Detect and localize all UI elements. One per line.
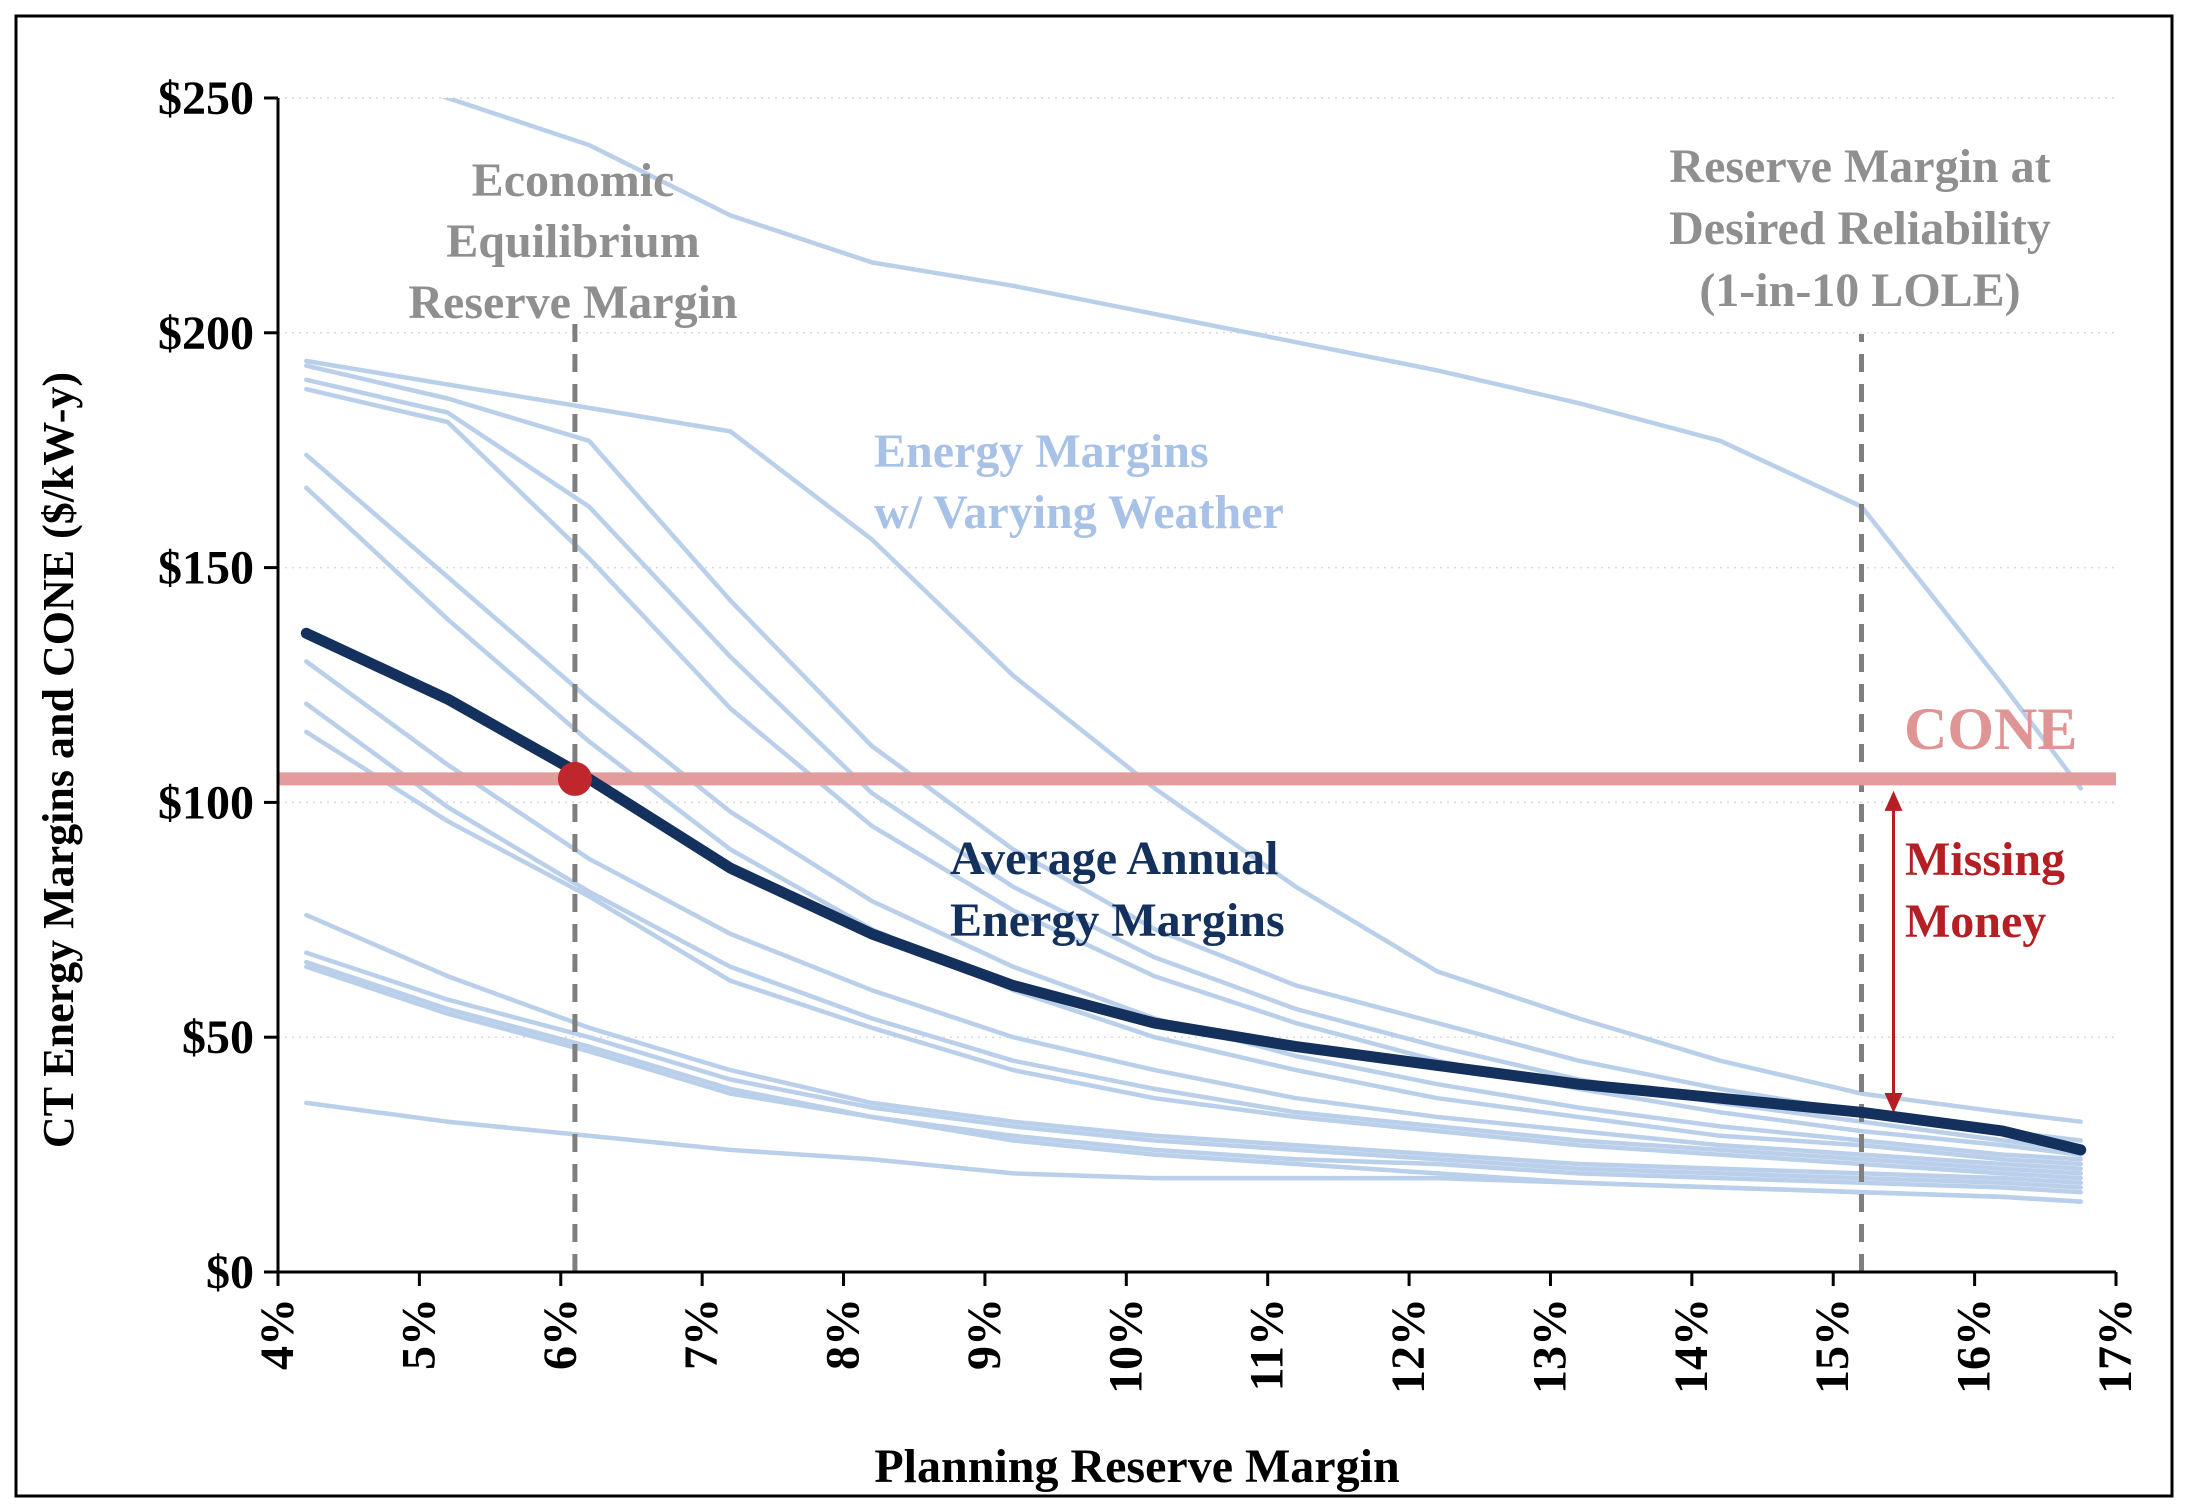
weather-series-line-1: [440, 98, 2083, 791]
missing-money-label-line-2: Money: [1905, 895, 2046, 948]
equilibrium-label-line-1: Economic: [472, 154, 675, 207]
average-label-line-2: Energy Margins: [950, 894, 1285, 947]
weather-series-line-15: [304, 1100, 2083, 1204]
equilibrium-point: [557, 761, 592, 796]
x-tick-label-0: 4%: [251, 1298, 304, 1370]
reliability-label-line-3: (1-in-10 LOLE): [1699, 264, 2020, 317]
average-label-line-1: Average Annual: [950, 832, 1278, 885]
x-tick-label-11: 15%: [1806, 1298, 1859, 1394]
energy-margins-label-line-1: Energy Margins: [874, 425, 1209, 478]
y-axis-label: CT Energy Margins and CONE ($/kW-y): [34, 372, 83, 1148]
reliability-label-line-1: Reserve Margin at: [1669, 140, 2050, 193]
equilibrium-label-line-3: Reserve Margin: [408, 276, 737, 329]
weather-series-group: [304, 98, 2083, 1204]
equilibrium-label-line-2: Equilibrium: [446, 215, 699, 268]
weather-series-line-8: [304, 659, 2083, 1171]
x-tick-label-5: 9%: [958, 1298, 1011, 1370]
x-tick-label-9: 13%: [1523, 1298, 1576, 1394]
tick-labels: $0 $50 $100 $150 $200 $250 4% 5% 6% 7% 8% 9% 10% 11% 1…: [158, 72, 2142, 1394]
x-tick-label-13: 17%: [2089, 1298, 2142, 1394]
reliability-label-line-2: Desired Reliability: [1669, 202, 2051, 255]
x-tick-label-7: 11%: [1241, 1298, 1294, 1391]
missing-money-arrowhead-top: [1884, 790, 1903, 811]
y-tick-label-1: $50: [182, 1011, 254, 1064]
weather-series-line-4: [304, 377, 2083, 1153]
weather-series-line-2: [304, 358, 2083, 1124]
missing-money-label-line-1: Missing: [1905, 833, 2065, 886]
weather-series-line-11: [304, 912, 2083, 1186]
gridlines: [278, 97, 2116, 1038]
x-tick-label-10: 14%: [1665, 1298, 1718, 1394]
x-axis-label: Planning Reserve Margin: [874, 1440, 1399, 1493]
x-tick-label-2: 6%: [534, 1298, 587, 1370]
energy-margins-label-line-2: w/ Varying Weather: [874, 486, 1284, 539]
weather-series-line-10: [304, 729, 2083, 1181]
cone-label: CONE: [1904, 696, 2077, 762]
x-tick-label-8: 12%: [1382, 1298, 1435, 1394]
missing-money-arrowhead-bottom: [1884, 1093, 1903, 1114]
x-tick-label-6: 10%: [1099, 1298, 1152, 1394]
average-series-group: [300, 627, 2087, 1156]
y-tick-label-4: $200: [158, 307, 254, 360]
y-tick-label-2: $100: [158, 776, 254, 829]
weather-series-line-13: [304, 959, 2083, 1195]
axes: [264, 96, 2118, 1286]
y-tick-label-0: $0: [206, 1246, 254, 1299]
x-tick-label-1: 5%: [392, 1298, 445, 1370]
x-tick-label-12: 16%: [1948, 1298, 2001, 1394]
y-tick-label-3: $150: [158, 542, 254, 595]
weather-series-line-7: [304, 485, 2083, 1167]
y-tick-label-5: $250: [158, 72, 254, 125]
weather-series-line-5: [304, 386, 2083, 1157]
annotations: Economic Equilibrium Reserve Margin Rese…: [408, 140, 2077, 948]
weather-series-line-12: [304, 950, 2083, 1190]
average-series-line: [300, 627, 2087, 1156]
weather-series-line-9: [304, 701, 2083, 1176]
x-tick-label-4: 8%: [817, 1298, 870, 1370]
x-tick-label-3: 7%: [675, 1298, 728, 1370]
